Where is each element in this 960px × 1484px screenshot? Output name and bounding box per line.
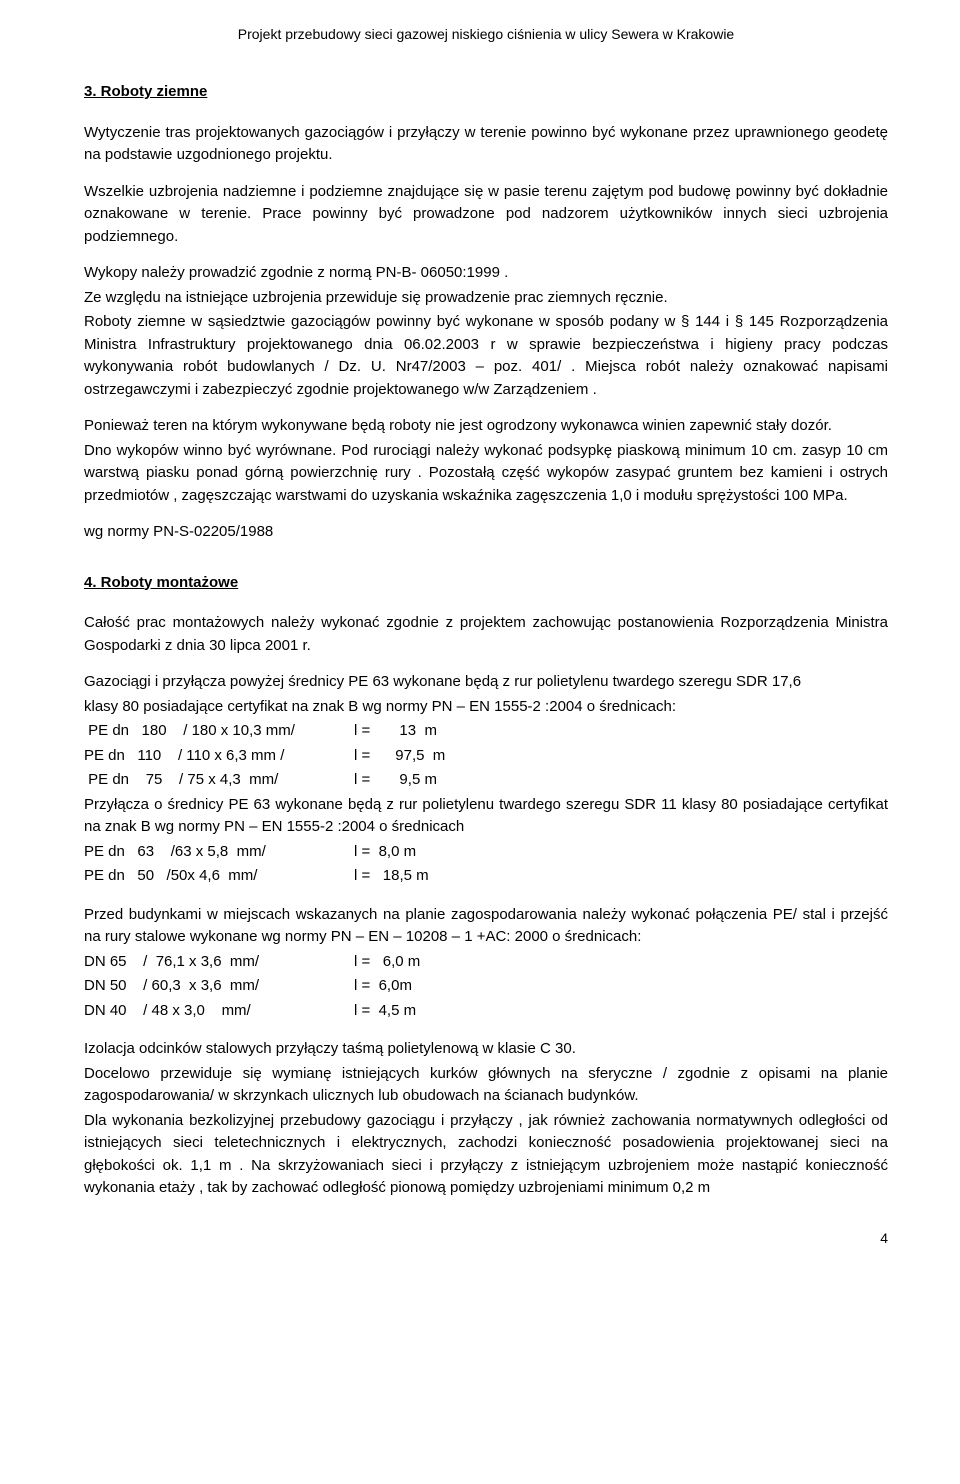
section-3-heading: 3. Roboty ziemne xyxy=(84,81,888,104)
pipe-spec-value: l = 18,5 m xyxy=(354,865,429,888)
body-text: Przed budynkami w miejscach wskazanych n… xyxy=(84,904,888,949)
body-text: wg normy PN-S-02205/1988 xyxy=(84,521,888,544)
body-text: Wszelkie uzbrojenia nadziemne i podziemn… xyxy=(84,181,888,249)
pipe-spec-label: PE dn 63 /63 x 5,8 mm/ xyxy=(84,841,354,864)
section-4-heading: 4. Roboty montażowe xyxy=(84,572,888,595)
pipe-spec-value: l = 13 m xyxy=(354,720,437,743)
body-text: Roboty ziemne w sąsiedztwie gazociągów p… xyxy=(84,311,888,401)
pipe-spec-value: l = 4,5 m xyxy=(354,1000,416,1023)
body-text: Wytyczenie tras projektowanych gazociągó… xyxy=(84,122,888,167)
pipe-spec-value: l = 8,0 m xyxy=(354,841,416,864)
page-header: Projekt przebudowy sieci gazowej niskieg… xyxy=(84,24,888,45)
body-text: Przyłącza o średnicy PE 63 wykonane będą… xyxy=(84,794,888,839)
body-text: klasy 80 posiadające certyfikat na znak … xyxy=(84,696,888,719)
pipe-spec-row: PE dn 180 / 180 x 10,3 mm/ l = 13 m xyxy=(84,720,888,743)
pipe-spec-row: DN 65 / 76,1 x 3,6 mm/ l = 6,0 m xyxy=(84,951,888,974)
pipe-spec-list: DN 65 / 76,1 x 3,6 mm/ l = 6,0 m DN 50 /… xyxy=(84,951,888,1023)
pipe-spec-row: DN 40 / 48 x 3,0 mm/ l = 4,5 m xyxy=(84,1000,888,1023)
pipe-spec-row: PE dn 110 / 110 x 6,3 mm / l = 97,5 m xyxy=(84,745,888,768)
pipe-spec-label: PE dn 110 / 110 x 6,3 mm / xyxy=(84,745,354,768)
page-number: 4 xyxy=(84,1228,888,1249)
pipe-spec-row: PE dn 50 /50x 4,6 mm/ l = 18,5 m xyxy=(84,865,888,888)
pipe-spec-value: l = 6,0m xyxy=(354,975,412,998)
body-text: Wykopy należy prowadzić zgodnie z normą … xyxy=(84,262,888,285)
pipe-spec-label: DN 65 / 76,1 x 3,6 mm/ xyxy=(84,951,354,974)
body-text: Całość prac montażowych należy wykonać z… xyxy=(84,612,888,657)
pipe-spec-label: PE dn 180 / 180 x 10,3 mm/ xyxy=(84,720,354,743)
pipe-spec-list: PE dn 63 /63 x 5,8 mm/ l = 8,0 m PE dn 5… xyxy=(84,841,888,888)
body-text: Ze względu na istniejące uzbrojenia prze… xyxy=(84,287,888,310)
pipe-spec-row: PE dn 63 /63 x 5,8 mm/ l = 8,0 m xyxy=(84,841,888,864)
pipe-spec-label: DN 50 / 60,3 x 3,6 mm/ xyxy=(84,975,354,998)
body-text: Izolacja odcinków stalowych przyłączy ta… xyxy=(84,1038,888,1061)
pipe-spec-label: DN 40 / 48 x 3,0 mm/ xyxy=(84,1000,354,1023)
body-text: Dla wykonania bezkolizyjnej przebudowy g… xyxy=(84,1110,888,1200)
body-text: Docelowo przewiduje się wymianę istnieją… xyxy=(84,1063,888,1108)
body-text: Gazociągi i przyłącza powyżej średnicy P… xyxy=(84,671,888,694)
pipe-spec-list: PE dn 180 / 180 x 10,3 mm/ l = 13 m PE d… xyxy=(84,720,888,792)
pipe-spec-value: l = 9,5 m xyxy=(354,769,437,792)
body-text: Ponieważ teren na którym wykonywane będą… xyxy=(84,415,888,438)
pipe-spec-label: PE dn 75 / 75 x 4,3 mm/ xyxy=(84,769,354,792)
pipe-spec-label: PE dn 50 /50x 4,6 mm/ xyxy=(84,865,354,888)
pipe-spec-row: PE dn 75 / 75 x 4,3 mm/ l = 9,5 m xyxy=(84,769,888,792)
pipe-spec-value: l = 97,5 m xyxy=(354,745,445,768)
body-text: Dno wykopów winno być wyrównane. Pod rur… xyxy=(84,440,888,508)
pipe-spec-row: DN 50 / 60,3 x 3,6 mm/ l = 6,0m xyxy=(84,975,888,998)
pipe-spec-value: l = 6,0 m xyxy=(354,951,420,974)
